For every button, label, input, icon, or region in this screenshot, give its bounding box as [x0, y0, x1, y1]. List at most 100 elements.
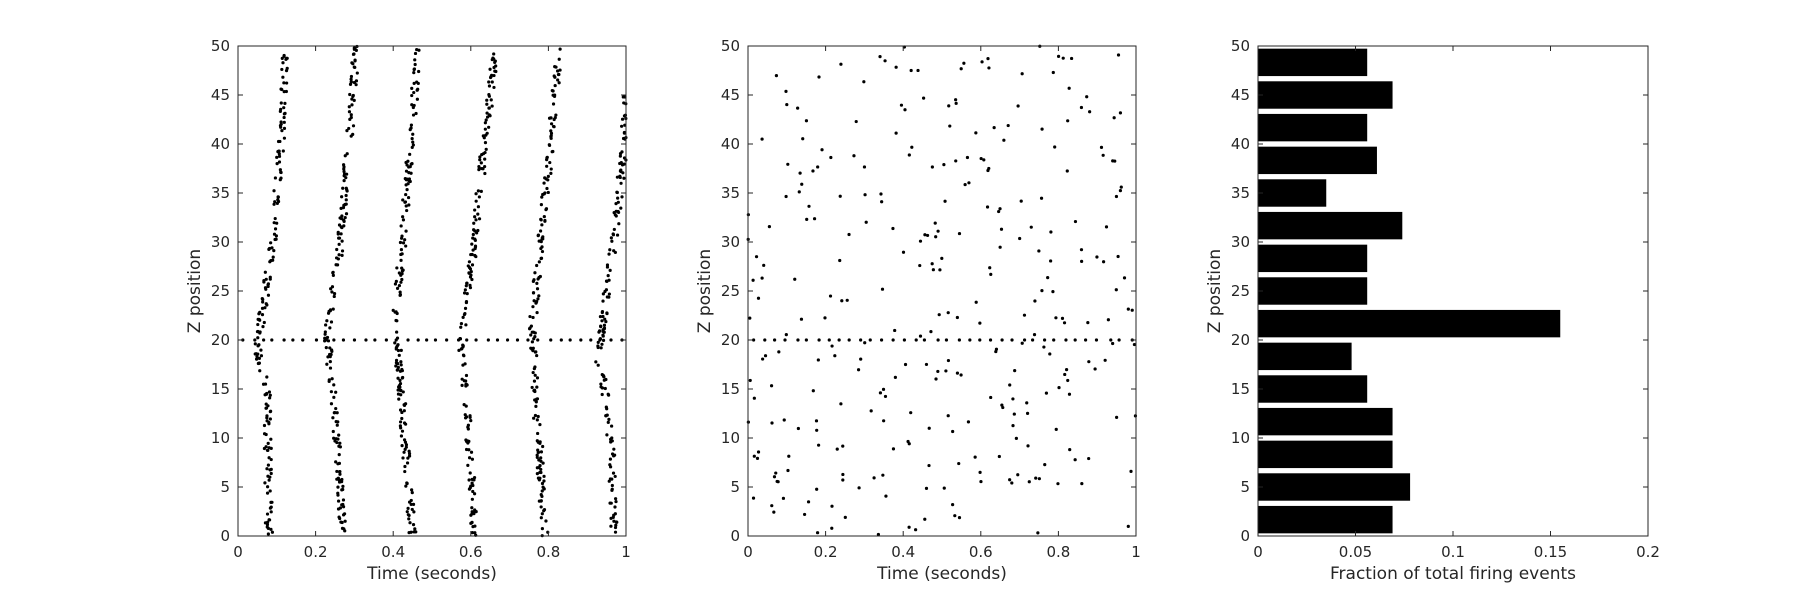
spike-point	[258, 330, 262, 334]
spike-point	[1101, 153, 1105, 157]
spike-point	[467, 448, 471, 452]
y-tick-label: 0	[730, 527, 740, 545]
spike-point	[285, 66, 289, 70]
spike-point	[538, 422, 542, 427]
spike-point	[1093, 367, 1097, 371]
spike-point	[330, 349, 334, 353]
bar	[1258, 179, 1327, 207]
spike-point	[350, 103, 354, 107]
spike-point	[404, 244, 408, 248]
spike-point	[1052, 338, 1056, 342]
spike-point	[986, 56, 990, 61]
spike-point	[342, 163, 346, 167]
spike-point	[608, 457, 613, 461]
spike-point	[333, 410, 337, 415]
spike-point	[770, 421, 774, 425]
spike-point	[490, 80, 494, 84]
spike-point	[612, 227, 616, 232]
spike-point	[547, 143, 552, 148]
spike-point	[925, 233, 930, 238]
spike-point	[410, 86, 414, 90]
spike-point	[903, 108, 907, 112]
spike-point	[609, 465, 613, 469]
spike-point	[343, 519, 347, 523]
spike-point	[923, 517, 927, 521]
spike-point	[894, 131, 898, 135]
spike-point	[596, 340, 600, 344]
spike-point	[1073, 458, 1077, 462]
spike-point	[399, 224, 403, 228]
spike-point	[604, 377, 608, 382]
x-tick-label: 1	[1131, 543, 1141, 561]
spike-point	[328, 360, 332, 364]
spike-point	[1114, 288, 1118, 292]
spike-point	[1039, 196, 1044, 200]
spike-point	[464, 284, 468, 288]
y-tick-label: 40	[211, 135, 230, 153]
spike-point	[616, 196, 620, 200]
spike-point	[614, 499, 618, 504]
spike-point	[1064, 367, 1069, 372]
spike-point	[340, 488, 344, 492]
spike-point	[410, 507, 414, 512]
spike-point	[607, 417, 611, 421]
spike-point	[881, 473, 885, 477]
spike-point	[937, 313, 941, 317]
spike-point	[784, 333, 788, 337]
spike-point	[398, 378, 402, 383]
spike-point	[1080, 482, 1084, 486]
spike-point	[841, 478, 845, 482]
spike-point	[465, 338, 469, 342]
spike-point	[343, 216, 347, 220]
spike-point	[763, 338, 767, 342]
spike-point	[256, 361, 260, 366]
spike-point	[396, 362, 400, 366]
spike-point	[277, 160, 282, 164]
spike-point	[862, 165, 867, 169]
spike-point	[471, 525, 475, 529]
spike-point	[1067, 86, 1071, 90]
spike-point	[762, 263, 766, 267]
spike-point	[256, 322, 260, 327]
spike-point	[614, 209, 618, 213]
spike-point	[404, 445, 408, 449]
spike-point	[325, 319, 329, 323]
spike-point	[1040, 289, 1044, 293]
spike-point	[410, 136, 414, 141]
spike-point	[412, 90, 416, 95]
spike-point	[267, 518, 272, 522]
spike-point	[353, 58, 357, 62]
spike-point	[1002, 138, 1006, 142]
spike-point	[459, 347, 463, 351]
spike-point	[543, 218, 547, 223]
x-tick-label: 1	[621, 543, 631, 561]
spike-point	[613, 474, 617, 479]
spike-point	[924, 486, 929, 490]
spike-point	[936, 338, 940, 342]
spike-point	[1111, 341, 1115, 346]
spike-point	[1068, 448, 1072, 452]
spike-point	[752, 454, 756, 458]
spike-point	[612, 249, 616, 253]
spike-point	[997, 209, 1001, 214]
spike-point	[265, 416, 269, 420]
spike-point	[400, 272, 404, 276]
bar	[1258, 244, 1368, 273]
spike-point	[391, 308, 395, 312]
y-tick-label: 20	[211, 331, 230, 349]
bar	[1258, 375, 1368, 403]
spike-point	[460, 383, 464, 387]
spike-point	[830, 504, 834, 508]
spike-point	[539, 450, 544, 454]
spike-point	[621, 171, 625, 175]
spike-point	[349, 74, 354, 79]
spike-point	[1036, 531, 1040, 535]
spike-point	[535, 376, 540, 380]
spike-point	[341, 498, 346, 502]
spike-point	[557, 81, 561, 85]
spike-point	[545, 164, 549, 168]
spike-point	[767, 225, 772, 229]
spike-point	[862, 80, 866, 84]
spike-point	[1112, 116, 1116, 120]
spike-point	[974, 300, 978, 304]
